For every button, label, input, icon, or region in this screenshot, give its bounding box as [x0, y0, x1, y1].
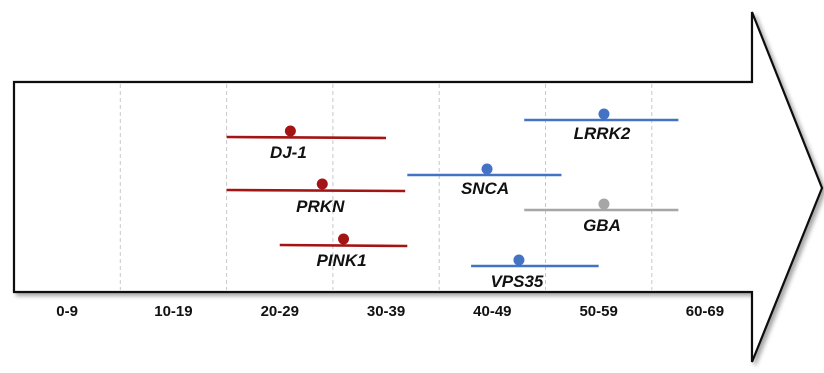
age-label-20-29: 20-29 [261, 303, 299, 320]
age-label-50-59: 50-59 [579, 303, 617, 320]
gene-range-line [226, 135, 387, 140]
age-label-0-9: 0-9 [56, 303, 78, 320]
age-label-60-69: 60-69 [686, 303, 724, 320]
timeline-arrow [12, 11, 824, 363]
gene-label: LRRK2 [574, 124, 631, 143]
gene-gba: GBA [524, 198, 679, 235]
gene-range-line [226, 188, 406, 193]
gene-dj-1: DJ-1 [226, 125, 387, 162]
gene-label: SNCA [461, 179, 509, 198]
gene-range-line [279, 243, 408, 248]
gene-onset-dot [284, 125, 296, 137]
gene-label: PINK1 [316, 251, 366, 270]
gene-lrrk2: LRRK2 [524, 108, 679, 143]
age-label-30-39: 30-39 [367, 303, 405, 320]
gene-label: DJ-1 [270, 143, 307, 162]
gene-onset-dot [598, 198, 610, 210]
gene-label: PRKN [296, 197, 345, 216]
age-label-40-49: 40-49 [473, 303, 511, 320]
gene-label: VPS35 [490, 272, 543, 291]
age-axis: 0-9 10-19 20-29 30-39 40-49 50-59 60-69 [56, 303, 724, 320]
gene-vps35: VPS35 [471, 254, 599, 291]
decade-gridlines [119, 84, 653, 290]
gene-onset-dot [316, 178, 328, 190]
gene-label: GBA [583, 216, 621, 235]
gene-onset-dot [598, 108, 610, 120]
gene-ranges: DJ-1 PRKN PINK1 SNCA LRRK2 GBA VPS35 [226, 108, 679, 291]
gene-onset-dot [481, 163, 493, 175]
gene-onset-dot [513, 254, 525, 266]
age-label-10-19: 10-19 [154, 303, 192, 320]
gene-snca: SNCA [407, 163, 562, 198]
gene-pink1: PINK1 [279, 233, 408, 270]
gene-onset-dot [338, 233, 350, 245]
gene-prkn: PRKN [226, 178, 406, 216]
